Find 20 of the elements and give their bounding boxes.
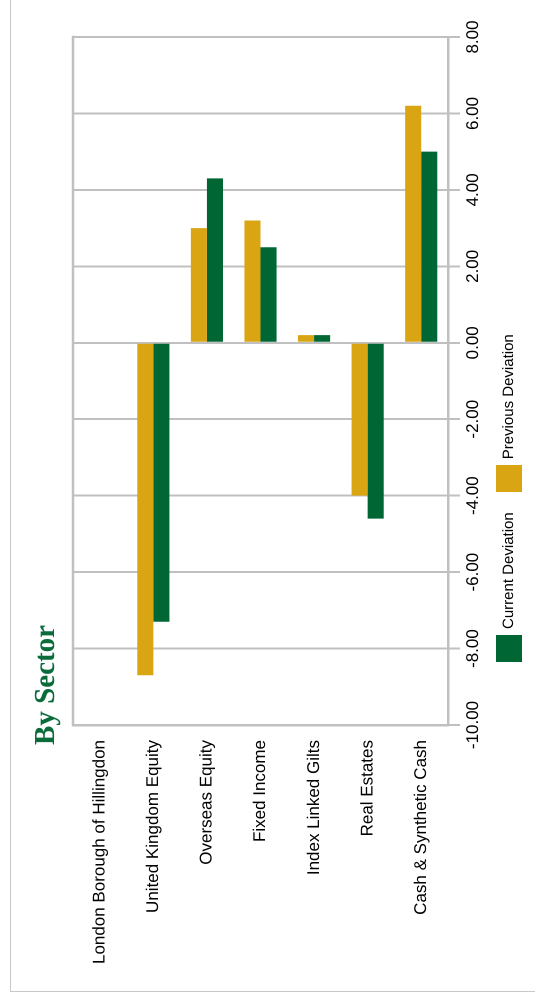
text: Previous Deviation <box>500 334 518 460</box>
x-tick-label: London Borough of Hillingdon <box>89 740 108 964</box>
text: Current Deviation <box>500 512 518 629</box>
text: By Sector <box>29 624 61 745</box>
y-tick-label: 8.00 <box>462 20 482 54</box>
y-tick-label: 6.00 <box>462 96 482 130</box>
x-tick-label: Cash & Synthetic Cash <box>410 740 430 915</box>
y-tick-label: -6.00 <box>462 552 482 592</box>
x-tick-label: United Kingdom Equity <box>143 740 162 913</box>
y-tick-label: 0.00 <box>462 326 482 360</box>
x-tick-label: Index Linked Gilts <box>304 740 323 876</box>
y-tick-label: -8.00 <box>462 629 482 668</box>
y-tick-label: -10.00 <box>462 700 482 750</box>
y-tick-label: -4.00 <box>462 476 482 516</box>
y-tick-label: 4.00 <box>462 173 482 206</box>
y-tick-label: 2.00 <box>462 250 482 283</box>
x-tick-label: Overseas Equity <box>196 740 216 865</box>
x-tick-label: Real Estates <box>357 740 376 836</box>
y-tick-label: -2.00 <box>462 400 482 439</box>
x-tick-label: Fixed Income <box>250 740 270 842</box>
